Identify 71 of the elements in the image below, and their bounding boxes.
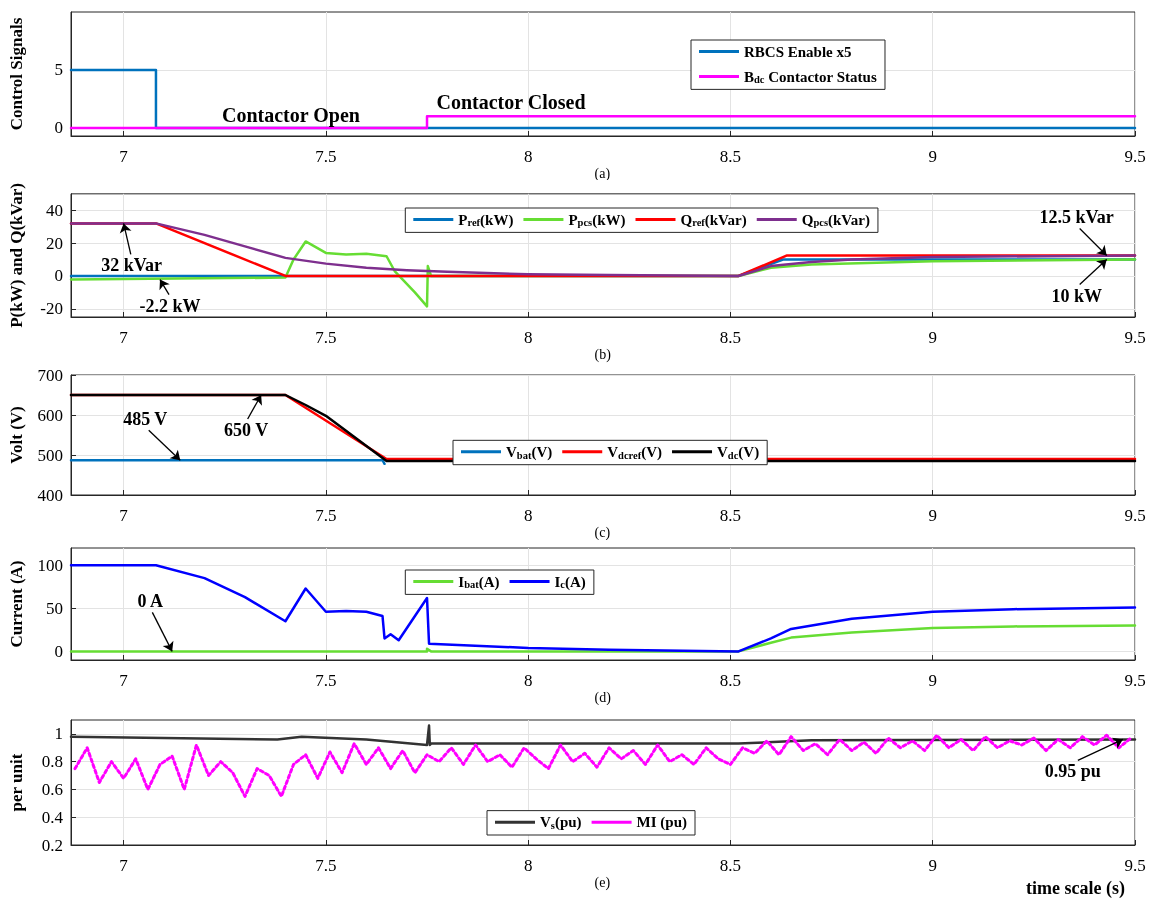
- y-tick-label: 0.2: [41, 835, 63, 855]
- x-tick-label: 8: [523, 328, 533, 347]
- text: (a): [594, 165, 611, 182]
- y-tick-label: 0.8: [41, 752, 63, 772]
- x-tick-label: 8: [523, 506, 533, 525]
- y-tick-label: 20: [46, 233, 63, 253]
- y-tick-label: 1: [54, 724, 63, 744]
- x-tick-label: 7: [119, 856, 129, 875]
- text: (c): [594, 524, 611, 541]
- y-tick-label: 0.6: [41, 779, 63, 799]
- y-tick-label: 0: [54, 266, 63, 286]
- annotation: -2.2 kW: [139, 295, 201, 316]
- y-tick-label: 0: [54, 118, 63, 138]
- y-tick-label: 5: [54, 60, 63, 80]
- x-tick-label: 9.5: [1124, 671, 1146, 690]
- x-tick-label: 8: [523, 147, 533, 166]
- y-tick-label: 50: [46, 598, 63, 618]
- text: (d): [594, 689, 612, 706]
- x-tick-label: 9.5: [1124, 506, 1146, 525]
- x-axis-title: time scale (s): [1026, 878, 1126, 899]
- y-axis-title: Current (A): [7, 560, 26, 648]
- y-axis-title: Volt (V): [7, 406, 26, 464]
- x-tick-label: 7.5: [315, 147, 337, 166]
- x-tick-label: 8.5: [719, 671, 742, 690]
- text: (b): [594, 346, 612, 363]
- x-tick-label: 8.5: [719, 506, 742, 525]
- x-tick-label: 9: [928, 506, 937, 525]
- annotation: 12.5 kVar: [1039, 207, 1114, 228]
- y-tick-label: 600: [37, 405, 63, 425]
- x-tick-label: 9.5: [1124, 328, 1146, 347]
- x-tick-label: 7: [119, 506, 129, 525]
- x-tick-label: 7.5: [315, 328, 337, 347]
- x-tick-label: 7: [119, 671, 129, 690]
- x-tick-label: 9: [928, 671, 937, 690]
- x-tick-label: 7.5: [315, 671, 337, 690]
- annotation: Contactor Open: [222, 104, 360, 127]
- x-tick-label: 8.5: [719, 856, 742, 875]
- legend-label: RBCS Enable x5: [744, 43, 852, 60]
- x-tick-label: 9.5: [1124, 147, 1146, 166]
- x-tick-label: 8: [523, 856, 533, 875]
- x-tick-label: 9: [928, 147, 937, 166]
- y-tick-label: 0.4: [41, 807, 64, 827]
- x-tick-label: 7: [119, 147, 129, 166]
- y-tick-label: 500: [37, 445, 63, 465]
- y-tick-label: 700: [37, 365, 63, 385]
- y-tick-label: 0: [54, 641, 63, 661]
- x-tick-label: 8: [523, 671, 533, 690]
- x-tick-label: 9: [928, 856, 937, 875]
- annotation: Contactor Closed: [436, 91, 586, 113]
- annotation: 10 kW: [1051, 285, 1102, 306]
- x-tick-label: 9.5: [1124, 856, 1146, 875]
- annotation: 485 V: [123, 409, 168, 430]
- x-tick-label: 8.5: [719, 147, 742, 166]
- y-tick-label: 400: [37, 485, 63, 505]
- x-tick-label: 7.5: [315, 856, 337, 875]
- y-axis-title: Control Signals: [7, 17, 26, 131]
- annotation: 32 kVar: [101, 255, 163, 276]
- y-tick-label: 40: [46, 200, 63, 220]
- x-tick-label: 7.5: [315, 506, 337, 525]
- y-axis-title: per unit: [7, 753, 26, 812]
- y-tick-label: 100: [37, 555, 63, 575]
- y-axis-title: P(kW) and Q(kVar): [7, 182, 26, 328]
- text: (e): [594, 874, 611, 891]
- x-tick-label: 7: [119, 328, 129, 347]
- y-tick-label: -20: [40, 299, 63, 319]
- annotation: 0 A: [137, 591, 163, 612]
- x-tick-label: 8.5: [719, 328, 742, 347]
- annotation: 650 V: [224, 420, 269, 440]
- annotation: 0.95 pu: [1044, 761, 1101, 782]
- legend-label: MI (pu): [636, 814, 688, 832]
- x-tick-label: 9: [928, 328, 937, 347]
